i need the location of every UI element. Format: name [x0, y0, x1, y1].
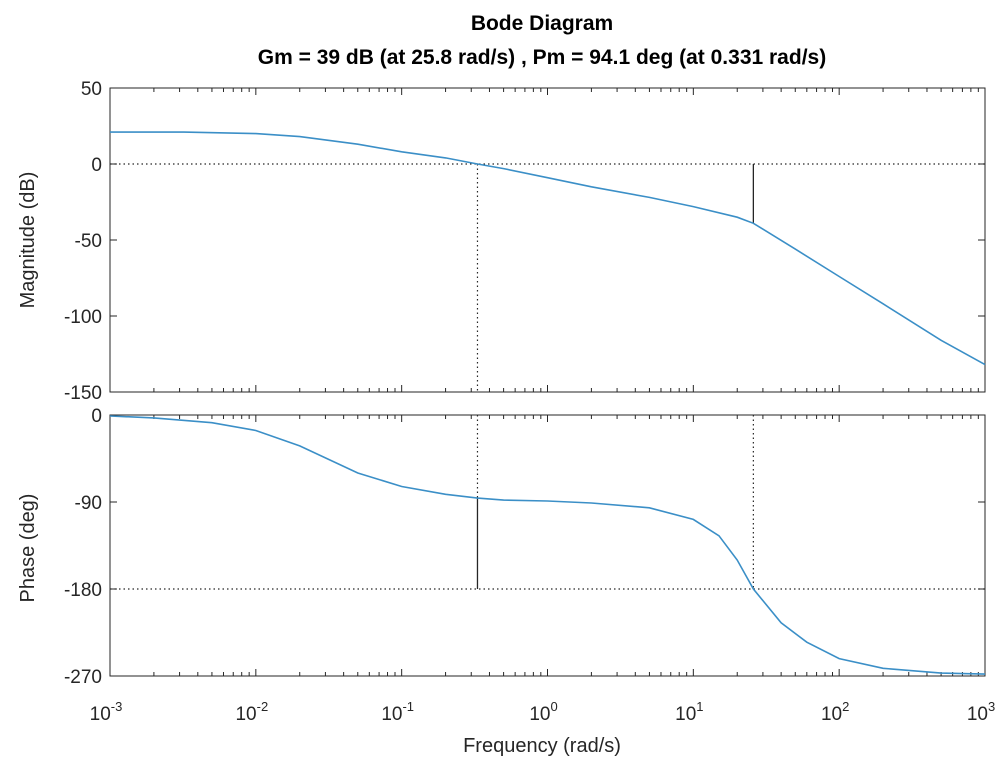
magnitude-y-tick-label: 50: [81, 79, 102, 100]
chart-title: Bode Diagram: [471, 12, 613, 35]
phase-y-tick-label: 0: [91, 406, 102, 427]
phase-panel: 0 -90 -180 -270: [64, 406, 986, 688]
phase-y-tick-label: -180: [64, 580, 102, 601]
x-tick-label: 103: [967, 699, 995, 725]
magnitude-y-tick-label: -150: [64, 383, 102, 404]
x-tick-label: 10-3: [90, 699, 123, 725]
x-tick-label: 102: [821, 699, 849, 725]
x-tick-label: 10-1: [381, 699, 414, 725]
magnitude-axes-frame: [109, 87, 986, 393]
magnitude-series-line: [110, 131, 986, 366]
phase-axes-frame: [109, 414, 986, 677]
phase-axis-label: Phase (deg): [17, 494, 39, 603]
magnitude-axis-label: Magnitude (dB): [17, 172, 39, 309]
x-axis-label: Frequency (rad/s): [463, 735, 621, 757]
x-tick-label: 101: [675, 699, 703, 725]
x-tick-labels: 10-3 10-2 10-1 100 101 102 103: [90, 699, 996, 725]
magnitude-panel: 50 0 -50 -100 -150: [64, 79, 986, 404]
phase-series-line: [109, 415, 986, 675]
x-tick-label: 10-2: [235, 699, 268, 725]
phase-y-tick-label: -90: [75, 493, 102, 514]
chart-subtitle: Gm = 39 dB (at 25.8 rad/s) , Pm = 94.1 d…: [258, 46, 826, 69]
magnitude-y-tick-label: -50: [75, 231, 102, 252]
phase-y-tick-label: -270: [64, 667, 102, 688]
magnitude-y-tick-label: 0: [91, 155, 102, 176]
magnitude-y-tick-label: -100: [64, 307, 102, 328]
x-tick-label: 100: [529, 699, 557, 725]
